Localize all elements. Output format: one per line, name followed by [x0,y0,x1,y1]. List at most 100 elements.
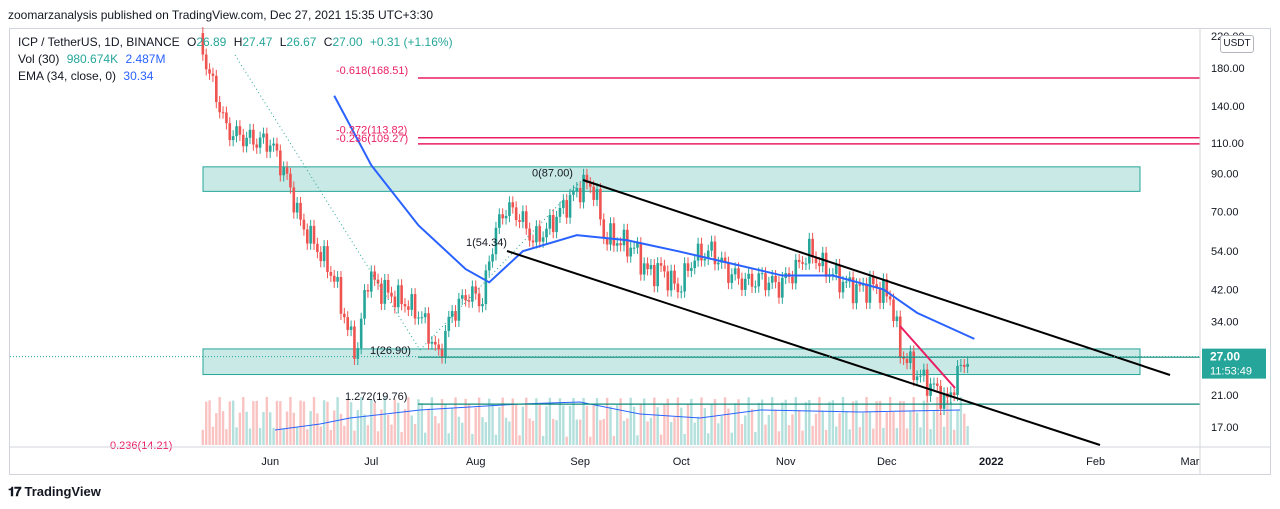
volume-bar [892,412,895,445]
candle-body [336,276,339,282]
candle-body [690,268,693,271]
volume-bar [818,397,821,445]
volume-bar [787,425,791,445]
volume-bar [680,407,683,445]
volume-bar [659,434,663,445]
volume-bar [737,399,740,445]
volume-bar [248,428,252,445]
volume-bar [855,400,858,445]
volume-bar [942,426,946,445]
legend-symbol-row[interactable]: ICP / TetherUS, 1D, BINANCE O26.89 H27.4… [18,34,457,51]
volume-bar [336,397,339,445]
volume-bar [467,403,471,445]
candle-body [487,261,491,271]
candle-body [875,284,878,288]
volume-bar [481,417,484,445]
candle-body [693,260,697,269]
candle-body [467,300,471,302]
candle-body [393,296,397,308]
high-label: H [233,35,243,49]
volume-bar [440,399,444,445]
volume-bar [498,407,501,445]
volume-bar [484,422,488,445]
volume-bar [427,408,430,445]
volume-bar [905,428,909,445]
volume-bar [269,412,272,445]
candle-body [895,316,899,322]
candle-body [528,228,531,241]
volume-bar [629,397,632,445]
volume-bar [747,397,750,445]
volume-bar [205,401,208,445]
volume-bar [326,401,329,445]
volume-bar [349,402,353,445]
volume-bar [639,404,643,445]
candle-body [508,202,511,216]
volume-bar [696,416,700,445]
low-label: L [279,35,287,49]
volume-bar [417,399,420,445]
volume-bar [936,397,939,445]
candle-body [807,238,811,264]
volume-bar [514,404,518,445]
candle-body [289,173,292,188]
time-tick-label: Aug [466,456,486,468]
candle-body [855,284,858,304]
volume-bar [359,397,363,445]
candle-body [410,294,414,310]
labels-layer: -0.618(168.51) -0.272(113.82)-0.236(109.2… [110,65,573,452]
candle-body [717,262,720,265]
volume-bar [861,412,865,445]
volume-bar [319,426,322,445]
candle-body [595,189,599,200]
volume-bar [636,435,639,445]
volume-bar [686,403,690,445]
volume-bar [690,398,693,445]
time-tick-label: 2022 [979,456,1003,468]
candle-body [221,112,225,114]
candle-body [733,268,737,275]
volume-bar [865,397,868,445]
candle-body [932,383,936,385]
volume-bar [211,426,215,445]
candle-body [316,243,319,253]
candle-body [919,375,922,377]
candle-body [679,291,683,293]
ema-value: 30.34 [123,69,154,83]
candle-body [885,279,889,297]
volume-bar [713,399,717,445]
ema-line [333,95,975,340]
time-tick-label: Oct [673,456,690,468]
volume-bar [558,398,562,445]
chart-legend: ICP / TetherUS, 1D, BINANCE O26.89 H27.4… [18,34,457,85]
candle-body [949,392,953,398]
volume-bar [380,409,383,445]
volume-bar [619,398,622,445]
volume-bar [545,406,548,445]
candle-body [710,241,713,251]
volume-bar [952,429,956,445]
candle-body [460,295,464,299]
candle-body [444,330,447,358]
tradingview-logo[interactable]: 𝟏𝟕 TradingView [8,484,101,500]
volume-label: Vol (30) [18,52,60,66]
candle-body [892,299,895,322]
chart-frame[interactable] [9,28,1271,475]
volume-bar [343,425,346,445]
legend-volume-row[interactable]: Vol (30) 980.674K 2.487M [18,51,457,68]
candle-body [794,259,798,284]
price-tick-label: 90.00 [1211,168,1239,180]
volume-bar [255,400,258,445]
price-tick-label: 42.00 [1211,284,1239,296]
candle-body [329,272,333,276]
currency-button[interactable]: USDT [1220,35,1254,53]
legend-ema-row[interactable]: EMA (34, close, 0) 30.34 [18,68,457,85]
candle-body [764,273,767,291]
candle-body [841,281,845,293]
volume-bar [501,397,504,445]
volume-bar [346,399,349,445]
volume-bar [363,414,366,445]
volume-bar [292,412,295,445]
candle-body [737,268,740,279]
